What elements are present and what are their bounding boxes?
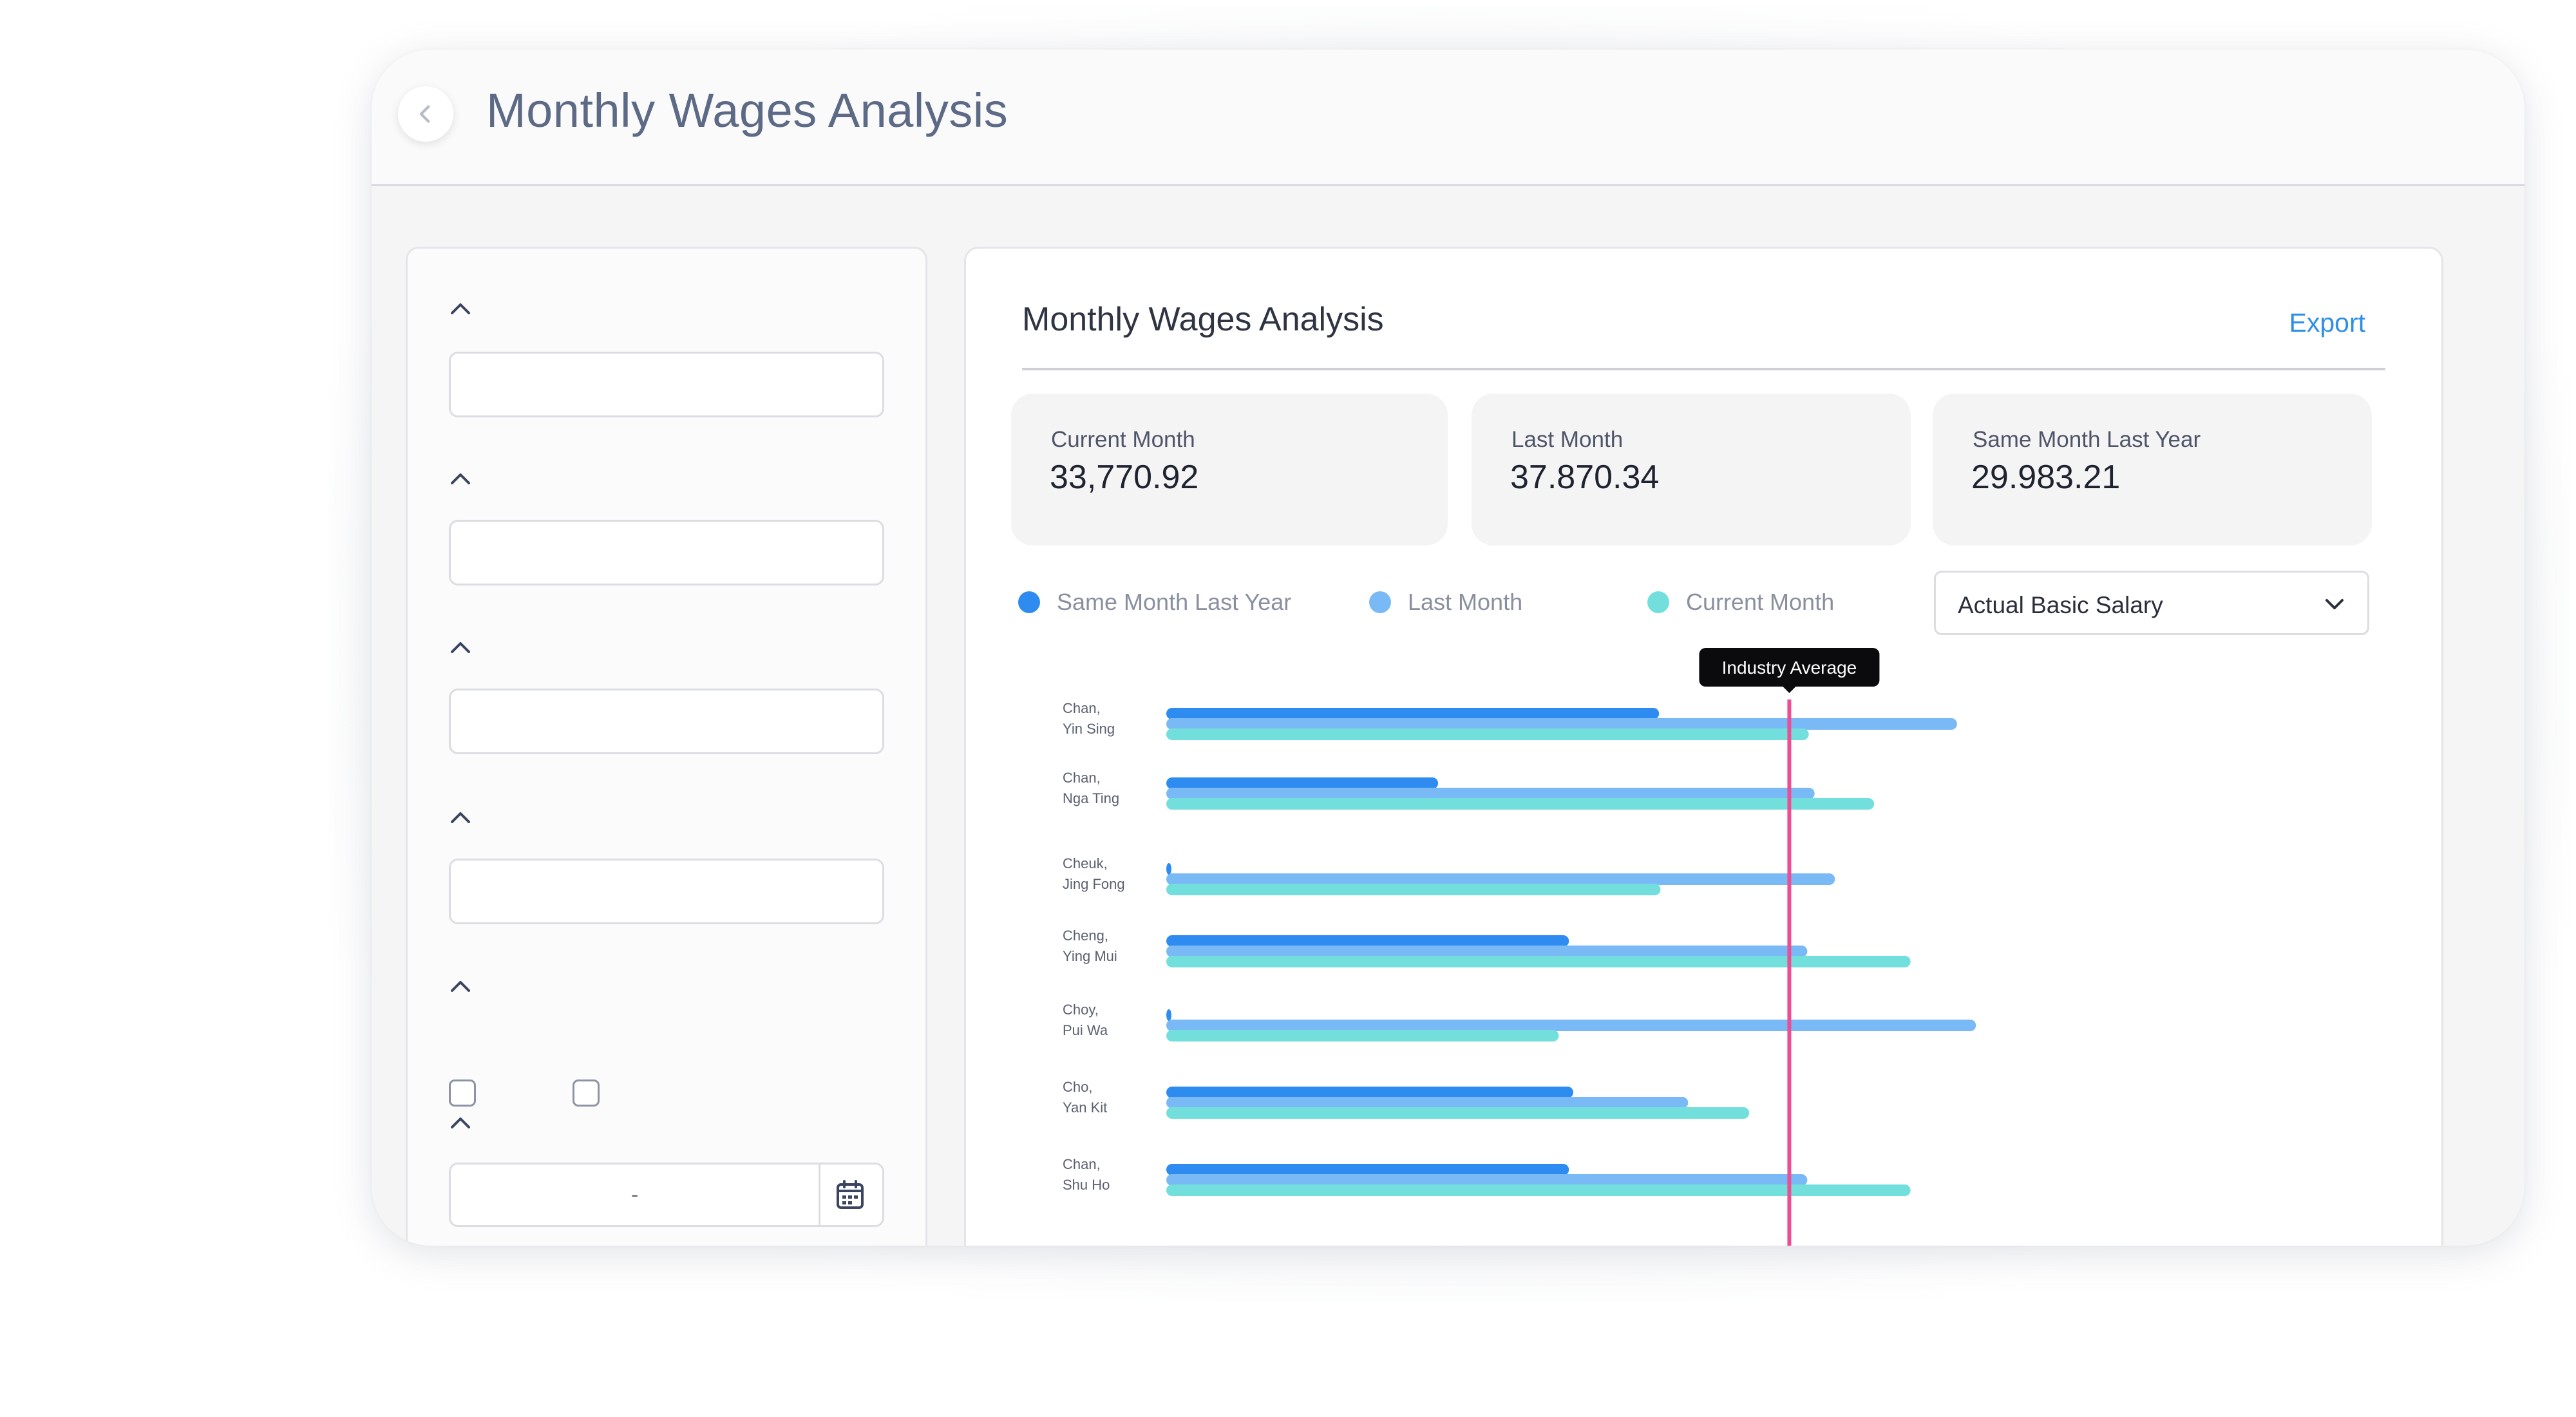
category-label: Chan, [1063, 1156, 1101, 1172]
filter-input-2[interactable] [449, 520, 884, 585]
filter-input-1[interactable] [449, 352, 884, 417]
legend-label: Current Month [1686, 589, 1835, 615]
category-label: Ying Mui [1063, 948, 1117, 964]
legend-current-month[interactable]: Current Month [1647, 589, 1834, 616]
legend-dot [1369, 591, 1391, 613]
chevron-up-icon[interactable] [449, 639, 472, 654]
stat-last-month: Last Month 37.870.34 [1472, 394, 1911, 546]
industry-average-label: Industry Average [1722, 658, 1857, 678]
category-label: Pui Wa [1063, 1022, 1108, 1038]
card-divider [1022, 368, 2385, 370]
filter-input-3[interactable] [449, 689, 884, 754]
date-range-picker[interactable]: - [449, 1163, 884, 1227]
bar-current-month[interactable] [1166, 884, 1661, 895]
stat-value: 29.983.21 [1971, 459, 2121, 496]
bar-same-month-last-year[interactable] [1166, 1087, 1573, 1098]
filter-checkbox-2[interactable] [573, 1079, 600, 1107]
category-label: Cheng, [1063, 927, 1108, 944]
bar-current-month[interactable] [1166, 798, 1875, 810]
filter-input-4[interactable] [449, 859, 884, 924]
stat-label: Same Month Last Year [1973, 427, 2201, 452]
category-label: Yin Sing [1063, 721, 1115, 737]
bar-current-month[interactable] [1166, 1030, 1559, 1041]
bar-current-month[interactable] [1166, 728, 1809, 740]
category-label: Yan Kit [1063, 1099, 1107, 1116]
bar-current-month[interactable] [1166, 1107, 1750, 1119]
bar-last-month[interactable] [1166, 946, 1808, 957]
bar-same-month-last-year[interactable] [1166, 863, 1171, 875]
card-title: Monthly Wages Analysis [1022, 301, 1384, 338]
bar-same-month-last-year[interactable] [1166, 708, 1660, 719]
bar-last-month[interactable] [1166, 1097, 1689, 1108]
wages-card: Monthly Wages Analysis Export Current Mo… [964, 247, 2443, 1246]
filter-panel: - [406, 247, 927, 1246]
stat-label: Last Month [1511, 427, 1624, 452]
chevron-up-icon[interactable] [449, 809, 472, 824]
page-title: Monthly Wages Analysis [486, 84, 1009, 137]
chevron-up-icon[interactable] [449, 470, 472, 486]
bar-same-month-last-year[interactable] [1166, 777, 1439, 789]
category-label: Chan, [1063, 770, 1101, 786]
app-window: Monthly Wages Analysis - [372, 50, 2524, 1246]
bar-last-month[interactable] [1166, 718, 1957, 730]
legend-last-month[interactable]: Last Month [1369, 589, 1522, 616]
chevron-left-icon [419, 105, 430, 123]
stat-value: 33,770.92 [1050, 459, 1199, 496]
date-range-input[interactable]: - [451, 1165, 820, 1225]
export-button[interactable]: Export [2289, 308, 2366, 338]
category-label: Choy, [1063, 1002, 1099, 1018]
bar-last-month[interactable] [1166, 873, 1835, 885]
wages-bar-chart: Chan, Yin Sing Chan, Nga Ting Cheuk, Jing Fon… [1063, 648, 1976, 1246]
tooltip-pointer [1783, 687, 1796, 693]
industry-average-tooltip [1699, 648, 1880, 687]
category-label: Chan, [1063, 700, 1101, 716]
legend-label: Last Month [1408, 589, 1523, 615]
legend-label: Same Month Last Year [1057, 589, 1292, 615]
stat-same-month-last-year: Same Month Last Year 29.983.21 [1933, 394, 2372, 546]
date-range-separator: - [630, 1182, 639, 1207]
stat-value: 37.870.34 [1510, 459, 1660, 496]
chevron-up-icon[interactable] [449, 978, 472, 993]
category-label: Shu Ho [1063, 1177, 1110, 1193]
legend-dot [1647, 591, 1669, 613]
category-label: Cho, [1063, 1079, 1092, 1095]
bar-last-month[interactable] [1166, 1020, 1976, 1031]
bar-current-month[interactable] [1166, 1184, 1911, 1196]
bar-same-month-last-year[interactable] [1166, 935, 1569, 947]
back-button[interactable] [398, 86, 453, 142]
stat-current-month: Current Month 33,770.92 [1011, 394, 1448, 546]
filter-checkbox-1[interactable] [449, 1079, 476, 1107]
legend-same-month-last-year[interactable]: Same Month Last Year [1018, 589, 1291, 616]
chevron-down-icon [2325, 599, 2344, 609]
bar-same-month-last-year[interactable] [1166, 1009, 1171, 1021]
page-header: Monthly Wages Analysis [372, 50, 2524, 186]
category-label: Jing Fong [1063, 876, 1125, 892]
category-label: Nga Ting [1063, 790, 1119, 806]
legend-dot [1018, 591, 1040, 613]
bar-same-month-last-year[interactable] [1166, 1164, 1569, 1175]
calendar-button[interactable] [818, 1165, 882, 1225]
bar-last-month[interactable] [1166, 1174, 1808, 1186]
chevron-up-icon[interactable] [449, 300, 472, 316]
stat-label: Current Month [1051, 427, 1195, 452]
chevron-up-icon[interactable] [449, 1114, 472, 1130]
category-label: Cheuk, [1063, 855, 1108, 871]
calendar-icon [837, 1180, 864, 1209]
metric-select[interactable]: Actual Basic Salary [1934, 571, 2369, 635]
bar-last-month[interactable] [1166, 788, 1815, 799]
metric-select-value: Actual Basic Salary [1958, 592, 2163, 618]
bar-current-month[interactable] [1166, 956, 1911, 967]
